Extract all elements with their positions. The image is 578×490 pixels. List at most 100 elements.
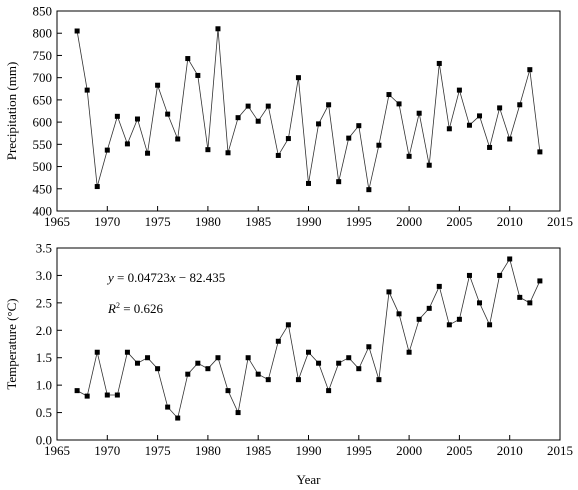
y-tick-label: 450	[33, 181, 53, 196]
eq-x-var: x	[169, 270, 176, 285]
data-point	[195, 360, 201, 366]
x-tick-label: 1970	[94, 214, 120, 229]
data-point	[124, 349, 130, 355]
data-point	[376, 377, 382, 383]
data-point	[175, 415, 181, 421]
x-tick-label: 2000	[396, 214, 422, 229]
data-point	[396, 311, 402, 317]
y-tick-label: 1.0	[36, 378, 52, 393]
data-point	[285, 136, 291, 142]
data-point	[104, 147, 110, 153]
data-point	[114, 113, 120, 119]
y-tick-label: 850	[33, 4, 53, 19]
x-tick-label: 2005	[446, 214, 472, 229]
y-tick-label: 3.0	[36, 268, 52, 283]
data-point	[185, 371, 191, 377]
data-point	[205, 147, 211, 153]
data-point	[306, 180, 311, 186]
data-point	[366, 344, 372, 350]
data-point	[366, 187, 372, 193]
data-point	[527, 300, 533, 306]
data-point	[517, 102, 523, 108]
data-point	[466, 272, 472, 278]
precipitation-x-axis: 1965 1970 1975 1980 1985 1990 1995 2000 2005 2010…	[44, 206, 573, 229]
data-point	[346, 355, 352, 361]
data-point	[225, 150, 231, 156]
x-tick-label: 2005	[446, 443, 472, 458]
data-point	[326, 388, 332, 394]
data-point	[215, 26, 221, 32]
data-point	[356, 123, 362, 129]
data-point	[306, 349, 311, 355]
data-point	[235, 115, 241, 121]
data-point	[74, 28, 80, 34]
y-tick-label: 800	[33, 26, 53, 41]
data-point	[185, 56, 191, 62]
data-point	[497, 272, 503, 278]
precipitation-series-line	[76, 28, 541, 190]
data-point	[245, 355, 251, 361]
data-point	[376, 142, 382, 148]
data-point	[537, 278, 543, 284]
data-point	[295, 75, 301, 81]
x-tick-label: 1965	[44, 214, 70, 229]
data-point	[94, 349, 100, 355]
precipitation-y-axis-label: Precipitation (mm)	[4, 62, 19, 161]
data-point	[487, 322, 493, 328]
data-point	[396, 101, 402, 107]
data-point	[84, 393, 90, 399]
data-point	[255, 118, 261, 124]
x-tick-label: 2015	[547, 443, 573, 458]
y-tick-label: 3.5	[36, 241, 52, 256]
x-tick-label: 2010	[497, 214, 523, 229]
data-point	[336, 179, 342, 185]
x-tick-label: 1990	[296, 214, 322, 229]
r-squared: R2 = 0.626	[107, 301, 164, 316]
x-tick-label: 1965	[44, 443, 70, 458]
data-point	[497, 105, 503, 111]
data-point	[74, 388, 80, 394]
temperature-y-axis: 0.0 0.5 1.0 1.5 2.0 2.5 3.0 3.5	[36, 241, 62, 448]
eq-intercept: − 82.435	[176, 270, 226, 285]
x-tick-label: 1995	[346, 443, 372, 458]
data-point	[235, 410, 241, 416]
x-tick-label: 1980	[195, 443, 221, 458]
data-point	[436, 60, 442, 66]
x-tick-label: 1975	[145, 443, 171, 458]
y-tick-label: 1.5	[36, 350, 52, 365]
data-point	[487, 144, 493, 150]
data-point	[456, 87, 462, 93]
data-point	[145, 355, 151, 361]
data-point	[446, 322, 452, 328]
x-tick-label: 1995	[346, 214, 372, 229]
r2-r: R	[107, 301, 116, 316]
data-point	[155, 82, 161, 88]
temperature-y-axis-label: Temperature (°C)	[4, 298, 19, 389]
x-tick-label: 1980	[195, 214, 221, 229]
precipitation-y-axis: 400 450 500 550 600 650 700 750 800 850	[33, 4, 62, 219]
data-point	[326, 102, 332, 108]
data-point	[507, 136, 513, 142]
data-point	[295, 377, 301, 383]
x-tick-label: 2010	[497, 443, 523, 458]
y-tick-label: 400	[33, 204, 53, 219]
data-point	[165, 404, 171, 410]
data-point	[84, 87, 90, 93]
data-point	[416, 316, 422, 322]
data-point	[94, 184, 100, 190]
data-point	[466, 122, 472, 128]
data-point	[195, 72, 201, 78]
data-point	[336, 360, 342, 366]
data-point	[114, 392, 120, 398]
eq-slope: = 0.04723	[114, 270, 170, 285]
data-point	[456, 316, 462, 322]
data-point	[124, 141, 130, 147]
data-point	[346, 135, 352, 141]
data-point	[386, 289, 392, 295]
temperature-x-axis-label: Year	[297, 472, 322, 487]
data-point	[134, 360, 140, 366]
regression-equation: y = 0.04723x − 82.435	[106, 270, 225, 285]
data-point	[477, 300, 483, 306]
data-point	[517, 294, 523, 300]
